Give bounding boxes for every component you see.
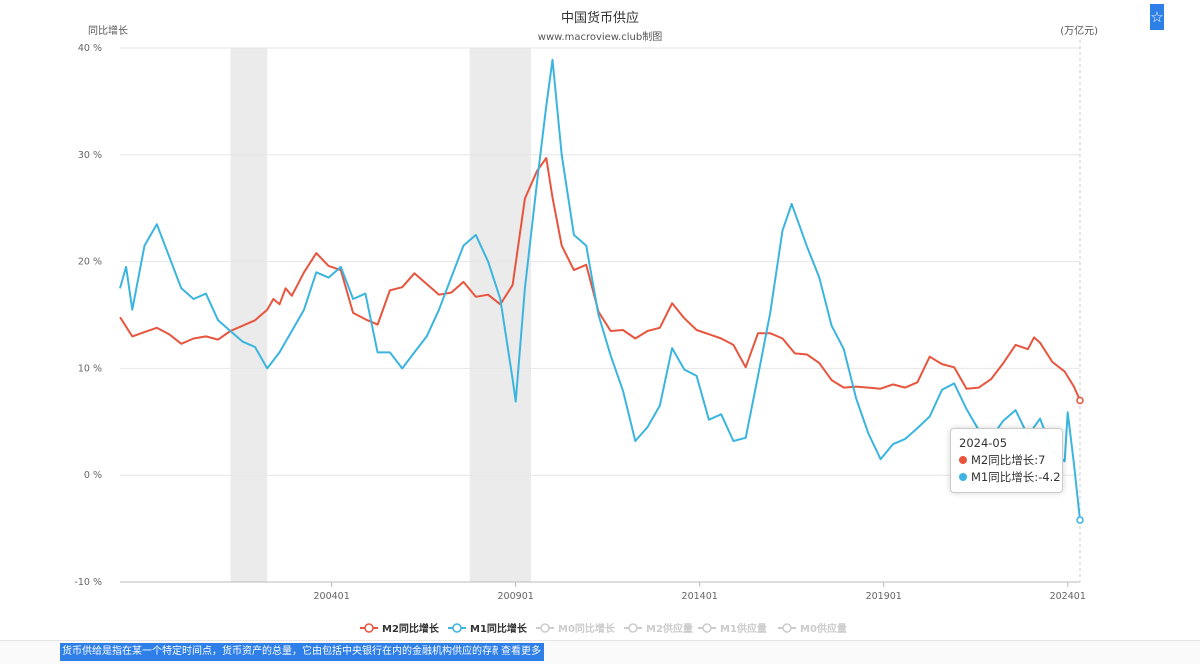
tooltip-row-m2: M2同比增长:7 xyxy=(959,452,1054,469)
legend-item[interactable]: M1同比增长 xyxy=(448,622,528,635)
chart-title: 中国货币供应 xyxy=(561,10,639,26)
legend-marker-icon xyxy=(452,623,462,633)
y-tick-label: 20 % xyxy=(78,257,102,268)
legend-label: M0同比增长 xyxy=(558,622,616,635)
series-line-m2 xyxy=(119,157,1081,401)
legend-marker-icon xyxy=(782,623,792,633)
legend: M2同比增长 M1同比增长 M0同比增长 M2供应量 M1供应量 M0供应量 xyxy=(360,622,847,635)
legend-label: M1供应量 xyxy=(720,622,767,635)
legend-item[interactable]: M2供应量 xyxy=(624,622,693,635)
tooltip-dot-icon xyxy=(959,473,967,481)
tooltip-m2-text: M2同比增长:7 xyxy=(971,453,1046,467)
tooltip-date: 2024-05 xyxy=(959,436,1008,450)
y-tick-label: 40 % xyxy=(78,43,102,54)
left-axis-name: 同比增长 xyxy=(88,24,128,37)
legend-marker-icon xyxy=(364,623,374,633)
tooltip-row-m1: M1同比增长:-4.2 xyxy=(959,469,1061,486)
series-endpoint xyxy=(1076,396,1084,405)
y-tick-label: 30 % xyxy=(78,150,102,161)
axis-ticks: -10 % 0 % 10 % 20 % 30 % 40 % 200401 200901 2014… xyxy=(74,43,1085,602)
gridlines xyxy=(120,40,1081,583)
legend-item[interactable]: M1供应量 xyxy=(698,622,767,635)
x-tick-label: 201401 xyxy=(682,591,718,602)
right-axis-name: (万亿元) xyxy=(1060,24,1098,37)
y-tick-label: 10 % xyxy=(78,363,102,374)
legend-label: M2同比增长 xyxy=(382,622,440,635)
chart-subtitle: www.macroview.club制图 xyxy=(538,30,662,43)
legend-marker-icon xyxy=(628,623,638,633)
y-tick-label: -10 % xyxy=(74,577,102,588)
footer-bar: 货币供给是指在某一个特定时间点，货币资产的总量，它由包括中央银行在内的金融机构供… xyxy=(0,640,1200,664)
legend-label: M1同比增长 xyxy=(470,622,528,635)
legend-marker-icon xyxy=(702,623,712,633)
legend-item[interactable]: M0供应量 xyxy=(778,622,847,635)
view-more-button[interactable]: 查看更多 xyxy=(498,643,544,661)
footer-description: 货币供给是指在某一个特定时间点，货币资产的总量，它由包括中央银行在内的金融机构供… xyxy=(60,643,514,661)
tooltip: 2024-05 M2同比增长:7 M1同比增长:-4.2 xyxy=(950,428,1063,493)
star-button[interactable]: ☆ xyxy=(1150,4,1164,30)
x-tick-label: 201901 xyxy=(866,591,902,602)
legend-label: M0供应量 xyxy=(800,622,847,635)
y-tick-label: 0 % xyxy=(84,470,102,481)
chart: -10 % 0 % 10 % 20 % 30 % 40 % 200401 200901 2014… xyxy=(74,10,1098,635)
x-tick-label: 202401 xyxy=(1050,591,1086,602)
series-lines xyxy=(119,58,1084,524)
tooltip-dot-icon xyxy=(959,456,967,464)
star-icon: ☆ xyxy=(1150,8,1164,26)
x-tick-label: 200901 xyxy=(498,591,534,602)
legend-item[interactable]: M2同比增长 xyxy=(360,622,440,635)
series-line-m1 xyxy=(119,58,1081,521)
series-endpoint xyxy=(1076,516,1084,524)
tooltip-m1-text: M1同比增长:-4.2 xyxy=(971,470,1061,484)
legend-item[interactable]: M0同比增长 xyxy=(536,622,616,635)
legend-label: M2供应量 xyxy=(646,622,693,635)
x-tick-label: 200401 xyxy=(313,591,349,602)
recession-band xyxy=(469,48,531,582)
legend-marker-icon xyxy=(540,623,550,633)
